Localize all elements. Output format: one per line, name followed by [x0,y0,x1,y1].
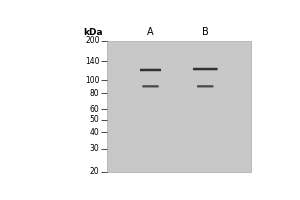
Text: 80: 80 [90,89,100,98]
Text: 100: 100 [85,76,100,85]
FancyBboxPatch shape [193,68,218,70]
Text: A: A [147,27,154,37]
Text: 60: 60 [90,105,100,114]
Text: 30: 30 [90,144,100,153]
Text: 140: 140 [85,57,100,66]
FancyBboxPatch shape [142,85,159,87]
FancyBboxPatch shape [140,69,161,71]
Text: 20: 20 [90,167,100,176]
FancyBboxPatch shape [107,41,251,172]
Text: 40: 40 [90,128,100,137]
Text: 200: 200 [85,36,100,45]
Text: kDa: kDa [83,28,103,37]
FancyBboxPatch shape [197,85,214,87]
Text: B: B [202,27,208,37]
Text: 50: 50 [90,115,100,124]
